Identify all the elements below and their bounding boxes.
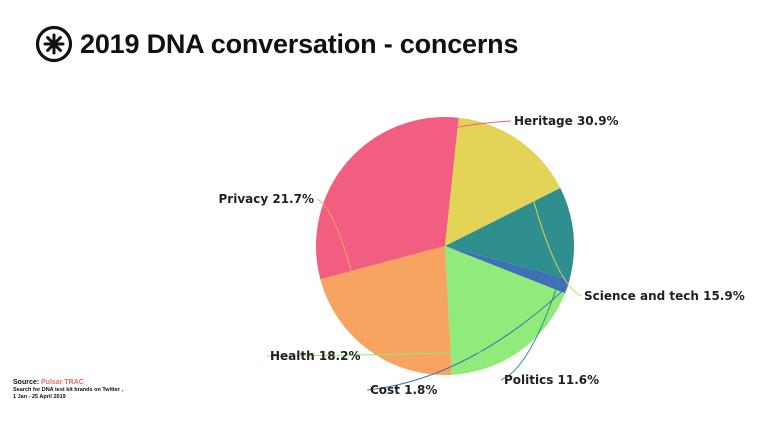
leader-line-health	[266, 350, 521, 357]
leader-line-privacy	[316, 198, 370, 351]
slice-label-cost: Cost 1.8%	[370, 383, 437, 397]
slice-label-science-and-tech: Science and tech 15.9%	[584, 289, 745, 303]
pie-slices	[316, 116, 574, 375]
page-title: 2019 DNA conversation - concerns	[80, 28, 519, 59]
leader-line-cost	[366, 286, 568, 391]
leader-line-science-and-tech	[517, 139, 582, 297]
source-name: Pulsar TRAC	[41, 379, 84, 386]
pie-slice-health	[445, 246, 566, 375]
pulsar-logo-icon	[35, 25, 73, 63]
pie-slice-politics	[445, 188, 574, 280]
source-label: Source:	[13, 379, 40, 386]
pie-slice-heritage	[316, 116, 459, 280]
slice-label-heritage: Heritage 30.9%	[514, 114, 619, 128]
leader-line-politics	[500, 232, 574, 381]
source-line-2: 1 Jan - 25 April 2019	[13, 394, 66, 400]
pie-slice-cost	[445, 246, 570, 294]
slice-label-politics: Politics 11.6%	[504, 373, 599, 387]
source-note: Source: Pulsar TRAC Search for DNA test …	[13, 378, 123, 401]
source-line-1: Search for DNA test kit brands on Twitte…	[13, 387, 124, 393]
slice-label-health: Health 18.2%	[270, 349, 360, 363]
pie-labels: Heritage 30.9% Science and tech 15.9% Poli…	[219, 114, 745, 397]
header: 2019 DNA conversation - concerns	[34, 24, 518, 64]
leader-line-heritage	[346, 120, 512, 163]
slice-label-privacy: Privacy 21.7%	[219, 192, 315, 206]
pie-slice-science-and-tech	[445, 117, 561, 246]
